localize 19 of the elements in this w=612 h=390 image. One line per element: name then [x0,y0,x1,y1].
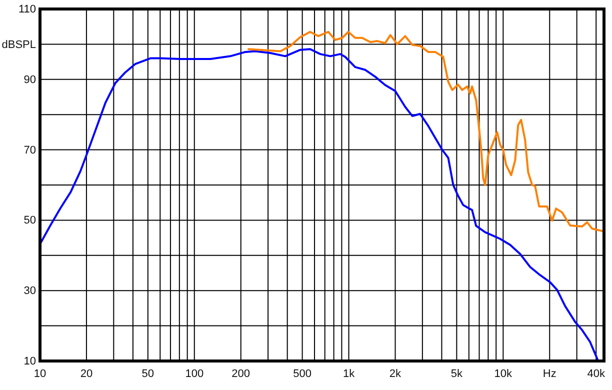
y-tick-label: 70 [24,144,36,156]
y-tick-label: 90 [24,74,36,86]
x-tick-label: 1k [342,368,356,380]
x-tick-label: 5k [450,368,463,380]
y-tick-label: 10 [24,356,36,368]
x-tick-label: 200 [232,368,250,380]
y-tick-label: 110 [18,4,36,16]
y-tick-label: 50 [24,214,36,227]
x-tick-label: 40k [587,368,606,380]
x-tick-label: 50 [142,368,154,380]
x-tick-label: 100 [185,368,204,380]
y-axis-title: dBSPL [2,39,36,51]
x-tick-label: 10k [494,368,513,380]
x-tick-label: Hz [542,368,556,380]
x-tick-label: 500 [293,368,312,380]
x-tick-label: 20 [80,368,93,380]
x-tick-label: 2k [389,368,402,380]
x-tick-label: 10 [34,368,46,380]
y-tick-label: 30 [24,285,36,298]
